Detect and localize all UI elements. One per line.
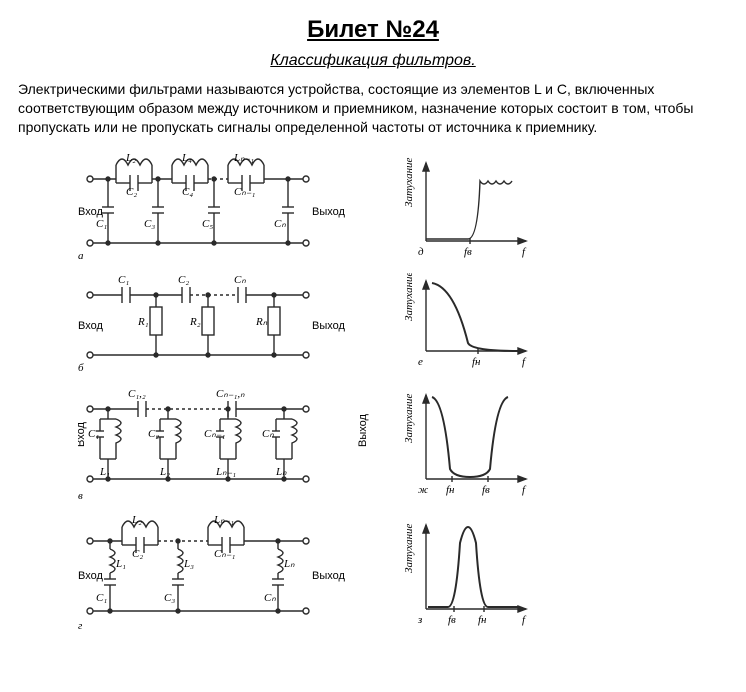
svg-text:Rₙ: Rₙ — [255, 316, 268, 328]
svg-text:Cₙ: Cₙ — [234, 274, 246, 286]
svg-text:Затухание: Затухание — [403, 393, 415, 443]
svg-text:L₁: L₁ — [99, 466, 110, 478]
page-subtitle: Классификация фильтров. — [18, 52, 728, 70]
circuit-b: C₁ C₂ Cₙ R₁ R₂ Rₙ — [78, 273, 378, 373]
svg-text:C₁: C₁ — [118, 274, 129, 286]
svg-text:C₂: C₂ — [132, 548, 143, 560]
svg-text:Lₙ₋₁: Lₙ₋₁ — [213, 514, 234, 526]
svg-text:C₅: C₅ — [202, 218, 213, 230]
circuit-v: C₁,₂ Cₙ₋₁,ₙ C₁ L₁ — [78, 383, 378, 503]
figure-area: L₂ C₂ L₄ C₄ — [18, 151, 728, 633]
svg-text:C₂: C₂ — [178, 274, 189, 286]
svg-text:fв: fв — [482, 484, 490, 496]
svg-text:ж: ж — [418, 484, 429, 496]
svg-text:а: а — [78, 250, 84, 262]
svg-text:C₂: C₂ — [148, 428, 159, 440]
svg-text:fв: fв — [448, 614, 456, 626]
svg-text:L₂: L₂ — [131, 514, 142, 526]
svg-text:C₂: C₂ — [126, 186, 137, 198]
svg-text:Cₙ₋₁: Cₙ₋₁ — [204, 428, 226, 440]
svg-text:Затухание: Затухание — [403, 157, 415, 207]
svg-text:г: г — [78, 620, 83, 632]
svg-text:C₁: C₁ — [88, 428, 99, 440]
svg-text:L₁: L₁ — [115, 558, 126, 570]
graph-z: Затухание fв fн f з — [398, 513, 538, 633]
svg-text:C₁,₂: C₁,₂ — [128, 388, 146, 400]
row-a: L₂ C₂ L₄ C₄ — [78, 151, 728, 263]
svg-text:L₃: L₃ — [183, 558, 194, 570]
svg-text:Cₙ: Cₙ — [262, 428, 274, 440]
graph-e: Затухание fн f е — [398, 273, 538, 373]
svg-text:Выход: Выход — [357, 413, 369, 446]
svg-text:L₂: L₂ — [125, 152, 136, 164]
svg-text:б: б — [78, 362, 84, 373]
svg-text:Lₙ: Lₙ — [275, 466, 287, 478]
svg-text:Lₙ₋₁: Lₙ₋₁ — [233, 152, 254, 164]
svg-text:f: f — [522, 614, 527, 626]
svg-text:fн: fн — [472, 356, 481, 368]
svg-text:Lₙ₋₁: Lₙ₋₁ — [215, 466, 236, 478]
svg-text:Lₙ: Lₙ — [283, 558, 295, 570]
body-paragraph: Электрическими фильтрами называются устр… — [18, 80, 728, 137]
svg-text:fн: fн — [446, 484, 455, 496]
svg-text:Затухание: Затухание — [403, 273, 415, 321]
svg-text:f: f — [522, 356, 527, 368]
svg-text:L₄: L₄ — [181, 152, 192, 164]
svg-text:C₃: C₃ — [164, 592, 175, 604]
page-title: Билет №24 — [18, 16, 728, 44]
svg-text:Cₙ₋₁: Cₙ₋₁ — [214, 548, 236, 560]
row-g: L₂ C₂ Lₙ₋₁ Cₙ₋₁ L₁ C₁ — [78, 513, 728, 633]
svg-text:е: е — [418, 356, 423, 368]
svg-text:Вход: Вход — [78, 320, 103, 332]
svg-text:Cₙ: Cₙ — [264, 592, 276, 604]
svg-text:Вход: Вход — [78, 206, 103, 218]
svg-text:fн: fн — [478, 614, 487, 626]
circuit-a: L₂ C₂ L₄ C₄ — [78, 151, 378, 263]
svg-text:в: в — [78, 490, 83, 502]
circuit-g: L₂ C₂ Lₙ₋₁ Cₙ₋₁ L₁ C₁ — [78, 513, 378, 633]
svg-text:Выход: Выход — [312, 206, 345, 218]
row-b: C₁ C₂ Cₙ R₁ R₂ Rₙ — [78, 273, 728, 373]
svg-text:f: f — [522, 246, 527, 258]
graph-zh: Затухание fн fв f ж — [398, 383, 538, 503]
svg-text:C₁: C₁ — [96, 218, 107, 230]
svg-text:R₁: R₁ — [137, 316, 149, 328]
svg-text:Вход: Вход — [78, 421, 87, 446]
svg-text:fв: fв — [464, 246, 472, 258]
svg-text:R₂: R₂ — [189, 316, 201, 328]
svg-text:L₂: L₂ — [159, 466, 170, 478]
svg-text:з: з — [417, 614, 422, 626]
row-v: C₁,₂ Cₙ₋₁,ₙ C₁ L₁ — [78, 383, 728, 503]
svg-text:Cₙ: Cₙ — [274, 218, 286, 230]
svg-text:C₃: C₃ — [144, 218, 155, 230]
svg-text:Затухание: Затухание — [403, 523, 415, 573]
svg-text:Выход: Выход — [312, 570, 345, 582]
svg-text:Cₙ₋₁: Cₙ₋₁ — [234, 186, 256, 198]
svg-text:Вход: Вход — [78, 570, 103, 582]
svg-text:Выход: Выход — [312, 320, 345, 332]
svg-text:f: f — [522, 484, 527, 496]
svg-text:C₄: C₄ — [182, 186, 193, 198]
svg-text:C₁: C₁ — [96, 592, 107, 604]
svg-text:д: д — [418, 246, 424, 258]
svg-text:Cₙ₋₁,ₙ: Cₙ₋₁,ₙ — [216, 388, 245, 400]
graph-d: Затухание fв f д — [398, 151, 538, 263]
